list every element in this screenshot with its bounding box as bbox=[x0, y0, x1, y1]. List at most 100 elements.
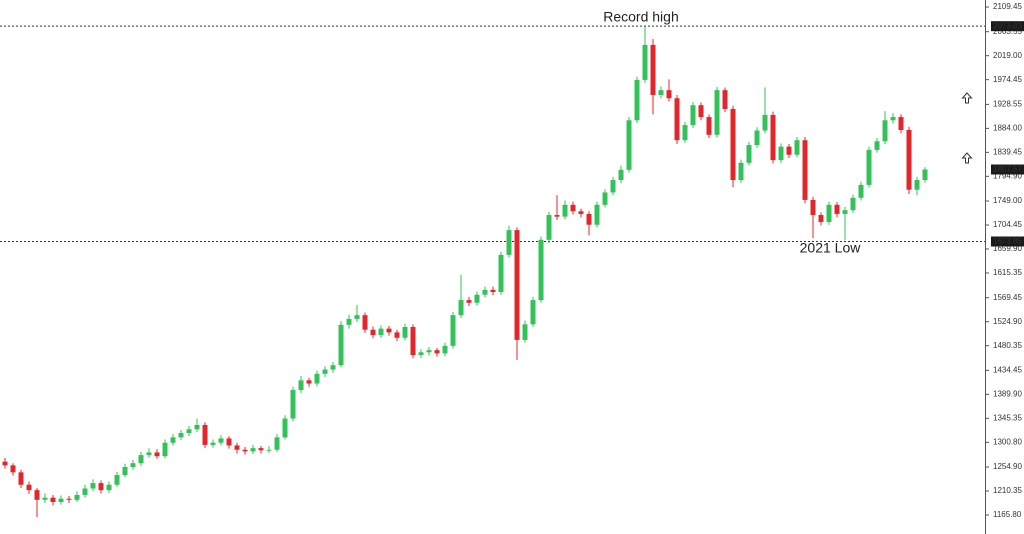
candle-body bbox=[178, 433, 184, 438]
current-price-label: 1807.57 bbox=[993, 165, 1022, 174]
candle-body bbox=[586, 213, 592, 225]
y-tick-label: 1928.55 bbox=[993, 99, 1022, 108]
y-tick-label: 1974.45 bbox=[993, 75, 1022, 84]
candle-body bbox=[794, 140, 800, 155]
candle-body bbox=[922, 169, 928, 181]
candle-body bbox=[874, 141, 880, 150]
candle-body bbox=[162, 442, 168, 457]
candle-body bbox=[114, 475, 120, 485]
candle-body bbox=[426, 350, 432, 353]
candle-body bbox=[346, 318, 352, 325]
candle-body bbox=[234, 445, 240, 450]
y-tick-label: 1345.35 bbox=[993, 413, 1022, 422]
candle-body bbox=[522, 324, 528, 340]
candle-body bbox=[18, 472, 24, 485]
candle-body bbox=[530, 300, 536, 325]
candle-body bbox=[290, 389, 296, 419]
current-price-box bbox=[991, 164, 1024, 175]
candle-body bbox=[306, 380, 312, 384]
candle-body bbox=[418, 352, 424, 356]
candle-body bbox=[682, 125, 688, 141]
candle-body bbox=[314, 373, 320, 384]
y-tick-label: 1704.45 bbox=[993, 220, 1022, 229]
candle-body bbox=[554, 215, 560, 217]
candle-body bbox=[434, 350, 440, 354]
candle-body bbox=[514, 230, 520, 340]
candle-body bbox=[394, 332, 400, 338]
candle-body bbox=[466, 300, 472, 303]
arrow-icon bbox=[961, 92, 973, 104]
candle-body bbox=[650, 44, 656, 95]
candle-body bbox=[258, 448, 264, 451]
candle-body bbox=[778, 146, 784, 161]
candle-body bbox=[226, 438, 232, 446]
candle-body bbox=[146, 452, 152, 456]
candle-body bbox=[74, 494, 80, 500]
candle-body bbox=[658, 90, 664, 95]
y-tick-label: 1389.90 bbox=[993, 389, 1022, 398]
y-tick-label: 1615.35 bbox=[993, 268, 1022, 277]
candle-body bbox=[898, 117, 904, 130]
y-tick-label: 2019.00 bbox=[993, 51, 1022, 60]
candle-body bbox=[242, 449, 248, 452]
candle-body bbox=[338, 324, 344, 366]
candle-body bbox=[458, 300, 464, 316]
candle-body bbox=[10, 465, 16, 473]
candle-body bbox=[170, 437, 176, 443]
candle-body bbox=[266, 449, 272, 451]
candle-body bbox=[762, 114, 768, 131]
candle-body bbox=[602, 192, 608, 205]
candle-body bbox=[754, 130, 760, 146]
candle-body bbox=[666, 90, 672, 99]
candle-body bbox=[498, 254, 504, 293]
candle-body bbox=[850, 197, 856, 211]
candle-body bbox=[330, 365, 336, 370]
y-tick-label: 1569.45 bbox=[993, 293, 1022, 302]
y-tick-label: 1839.45 bbox=[993, 147, 1022, 156]
candle-body bbox=[890, 117, 896, 121]
candle-body bbox=[322, 369, 328, 374]
y-tick-label: 1254.90 bbox=[993, 462, 1022, 471]
y-tick-label: 2109.45 bbox=[993, 2, 1022, 11]
candle-body bbox=[66, 498, 72, 500]
candle-body bbox=[378, 328, 384, 336]
candle-body bbox=[42, 497, 48, 500]
candle-body bbox=[914, 180, 920, 190]
price-label-box bbox=[991, 236, 1024, 247]
candle-body bbox=[818, 215, 824, 223]
candle-body bbox=[578, 211, 584, 214]
price-label: 2073.83 bbox=[993, 21, 1022, 30]
candle-body bbox=[594, 204, 600, 225]
y-tick-label: 1300.80 bbox=[993, 437, 1022, 446]
candle-body bbox=[634, 79, 640, 121]
y-tick-label: 1210.35 bbox=[993, 486, 1022, 495]
candle-body bbox=[738, 162, 744, 181]
candle-body bbox=[282, 418, 288, 438]
candle-body bbox=[562, 204, 568, 217]
candle-body bbox=[98, 483, 104, 491]
candle-body bbox=[706, 117, 712, 135]
y-tick-label: 1434.45 bbox=[993, 365, 1022, 374]
candle-body bbox=[730, 108, 736, 181]
candle-body bbox=[106, 484, 112, 491]
candle-body bbox=[202, 424, 208, 445]
candle-body bbox=[642, 44, 648, 80]
y-tick-label: 1794.90 bbox=[993, 171, 1022, 180]
candle-body bbox=[722, 90, 728, 109]
candle-body bbox=[130, 463, 136, 467]
y-tick-label: 1524.90 bbox=[993, 317, 1022, 326]
candle-body bbox=[450, 315, 456, 346]
candle-body bbox=[698, 105, 704, 118]
y-tick-label: 1480.35 bbox=[993, 341, 1022, 350]
candle-body bbox=[490, 289, 496, 293]
candle-body bbox=[826, 204, 832, 223]
candle-body bbox=[626, 120, 632, 170]
candle-body bbox=[906, 129, 912, 190]
candle-body bbox=[58, 498, 64, 502]
candle-body bbox=[834, 204, 840, 214]
candle-body bbox=[122, 466, 128, 476]
candle-body bbox=[842, 210, 848, 214]
candle-body bbox=[298, 380, 304, 390]
candle-body bbox=[210, 442, 216, 445]
candle-body bbox=[50, 497, 56, 502]
